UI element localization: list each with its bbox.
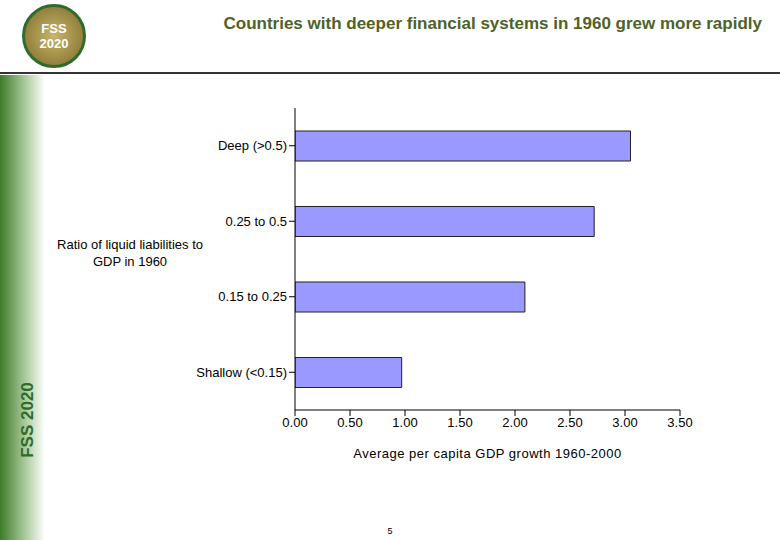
html-text:5: 5	[387, 526, 393, 536]
svg-text:3.00: 3.00	[612, 415, 637, 430]
html-text:FSS 2020: FSS 2020	[18, 382, 37, 458]
html-text:Countries with deeper financia: Countries with deeper financial systems …	[223, 14, 762, 33]
svg-text:3.50: 3.50	[667, 415, 692, 430]
svg-text:Deep (>0.5): Deep (>0.5)	[218, 138, 287, 153]
svg-text:0.25 to 0.5: 0.25 to 0.5	[226, 214, 287, 229]
svg-text:Shallow (<0.15): Shallow (<0.15)	[196, 365, 287, 380]
svg-text:0.50: 0.50	[337, 415, 362, 430]
html-text:Average per capita GDP growth: Average per capita GDP growth 1960-2000	[353, 446, 622, 461]
html-text:Ratio of liquid liabilities to: Ratio of liquid liabilities to GDP in 19…	[57, 237, 203, 269]
svg-text:0.00: 0.00	[282, 415, 307, 430]
svg-text:0.15 to 0.25: 0.15 to 0.25	[218, 289, 287, 304]
svg-text:1.50: 1.50	[447, 415, 472, 430]
svg-text:2.00: 2.00	[502, 415, 527, 430]
svg-text:2.50: 2.50	[557, 415, 582, 430]
html-text:FSS 2020: FSS 2020	[39, 21, 69, 51]
svg-text:1.00: 1.00	[392, 415, 417, 430]
